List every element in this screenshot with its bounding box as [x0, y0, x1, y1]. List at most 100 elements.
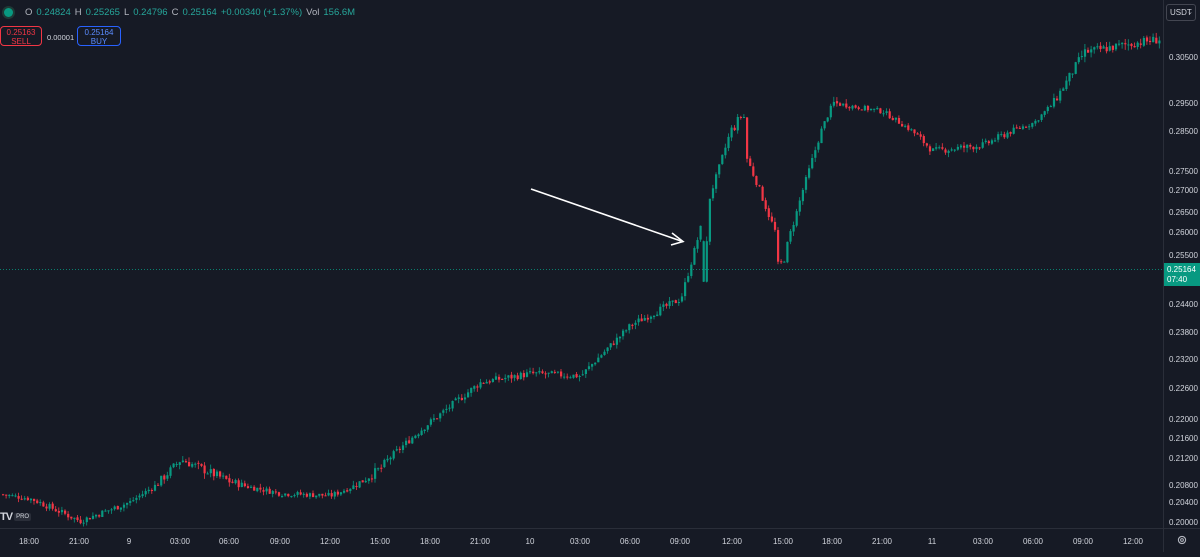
candlestick-chart[interactable] [0, 0, 1163, 528]
candle-body [144, 491, 147, 495]
candle-body [811, 158, 814, 169]
candle-body [687, 276, 690, 282]
candle-body [522, 373, 525, 378]
time-tick-label: 12:00 [1123, 537, 1144, 546]
candle-body [634, 322, 637, 325]
candle-body [609, 343, 612, 348]
candle-body [789, 231, 792, 242]
candle-body [1068, 72, 1071, 82]
candle-body [842, 103, 845, 106]
chevron-down-icon: ⌄ [1187, 9, 1193, 16]
candle-body [1136, 42, 1139, 47]
time-tick-label: 06:00 [620, 537, 641, 546]
price-axis-labels: 0.30500 0.29500 0.28500 0.27500 0.27000 0.265… [1169, 53, 1198, 527]
price-tick-label: 0.27500 [1169, 167, 1198, 176]
candle-body [445, 408, 448, 410]
candle-body [885, 111, 888, 113]
candle-body [770, 216, 773, 222]
candle-body [498, 376, 501, 380]
candle-body [287, 493, 290, 497]
candle-body [1006, 132, 1009, 138]
currency-selector[interactable]: USDT ⌄ [1166, 4, 1196, 21]
time-tick-label: 21:00 [69, 537, 90, 546]
candle-body [321, 493, 324, 496]
candle-body [950, 149, 953, 151]
candle-body [721, 154, 724, 164]
candle-body [79, 519, 82, 524]
pro-badge: PRO [14, 513, 32, 521]
candle-body [370, 478, 374, 480]
candle-body [482, 382, 485, 384]
candle-body [1080, 56, 1083, 58]
spread-value: 0.00001 [47, 33, 75, 42]
candle-body [234, 480, 237, 484]
candle-body [901, 124, 904, 127]
candle-body [696, 240, 699, 249]
candle-body [597, 357, 600, 363]
settings-icon[interactable] [1176, 534, 1188, 546]
buy-button[interactable]: 0.25164 BUY [77, 26, 121, 46]
tradingview-logo[interactable]: TV PRO [0, 511, 32, 523]
candle-body [175, 464, 178, 466]
candle-body [804, 177, 808, 190]
candle-body [944, 149, 947, 153]
candle-body [243, 483, 246, 487]
candle-body [271, 491, 274, 494]
axis-corner [1163, 528, 1200, 552]
candle-body [1040, 114, 1043, 120]
time-tick-label: 12:00 [722, 537, 743, 546]
candle-body [457, 397, 460, 399]
candle-body [801, 189, 804, 202]
time-tick-label: 09:00 [1073, 537, 1094, 546]
candle-body [761, 186, 764, 201]
candle-body [600, 355, 603, 358]
candle-body [857, 107, 860, 110]
candle-body [935, 147, 938, 149]
candle-body [680, 296, 684, 302]
candle-body [693, 248, 696, 265]
chart-pane[interactable]: O 0.24824 H 0.25265 L 0.24796 C 0.25164 +0.0… [0, 0, 1163, 528]
candle-body [246, 486, 250, 489]
candle-body [389, 457, 392, 460]
candle-body [507, 375, 510, 378]
candle-body [336, 491, 339, 495]
candle-body [436, 418, 439, 420]
candle-body [606, 347, 609, 352]
candle-body [20, 498, 23, 500]
candle-body [1102, 46, 1105, 49]
candle-body [690, 264, 693, 276]
candle-body [250, 486, 253, 488]
candle-body [866, 105, 870, 111]
candle-body [333, 492, 336, 497]
candle-body [1087, 49, 1090, 53]
candle-body [169, 467, 172, 476]
candle-body [383, 459, 386, 468]
candle-body [888, 111, 891, 119]
candle-body [625, 330, 628, 332]
candle-body [432, 418, 436, 420]
candle-body [969, 144, 972, 147]
candle-body [212, 468, 215, 477]
candle-body [67, 513, 70, 518]
candle-body [631, 324, 634, 326]
candle-body [532, 371, 535, 374]
time-tick-label: 11 [928, 537, 937, 546]
candle-body [674, 300, 677, 304]
candle-body [826, 117, 829, 122]
candle-body [26, 497, 29, 501]
candle-body [538, 370, 541, 373]
candle-body [150, 489, 153, 491]
candle-body [519, 372, 522, 380]
candle-body [845, 103, 848, 108]
last-price-value: 0.25164 [1167, 265, 1196, 274]
time-axis[interactable]: 18:00 21:00 9 03:00 06:00 09:00 12:00 15:00 18:0… [0, 528, 1163, 552]
candle-body [429, 419, 432, 425]
status-dot-icon [4, 8, 13, 17]
candle-body [752, 166, 755, 176]
sell-button[interactable]: 0.25163 SELL [0, 26, 42, 46]
candle-body [315, 495, 318, 498]
candle-body [733, 127, 736, 131]
candle-body [138, 495, 141, 498]
candle-body [203, 465, 206, 474]
candle-body [829, 105, 832, 118]
